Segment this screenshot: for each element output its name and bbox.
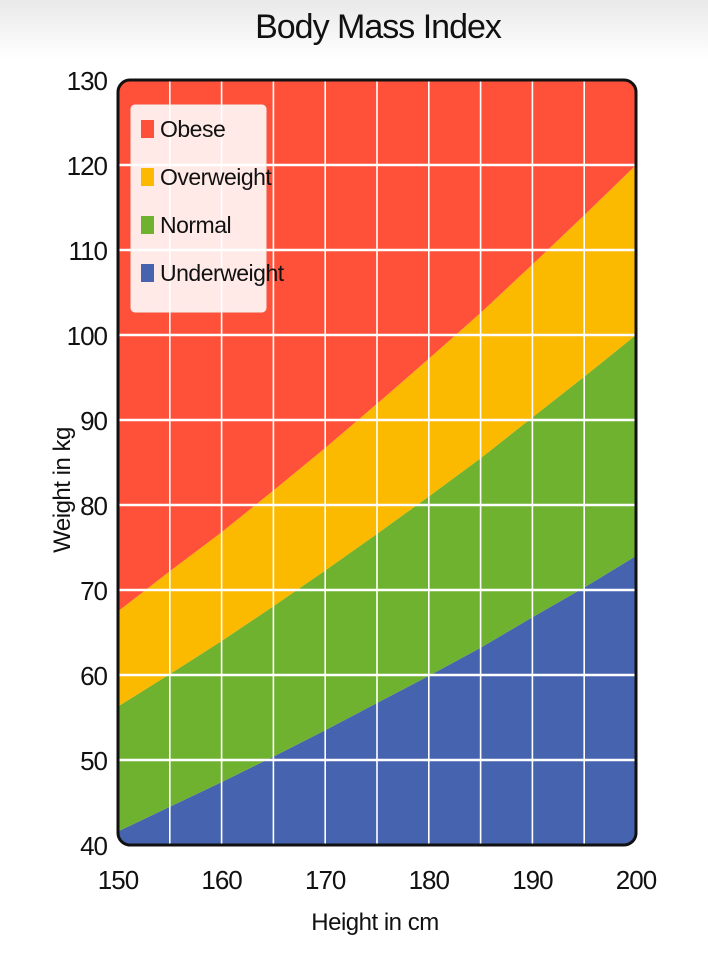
y-tick-label: 120 <box>67 151 108 181</box>
legend-label-underweight: Underweight <box>160 260 285 286</box>
y-tick-label: 100 <box>67 321 108 351</box>
legend-swatch-overweight <box>141 168 154 186</box>
plot-border <box>116 78 638 847</box>
legend-label-obese: Obese <box>160 116 225 142</box>
x-tick-label: 180 <box>409 865 450 895</box>
y-tick-label: 80 <box>80 491 107 521</box>
x-tick-label: 200 <box>616 865 657 895</box>
y-tick-label: 90 <box>80 406 107 436</box>
chart-title: Body Mass Index <box>255 8 502 46</box>
x-tick-label: 160 <box>201 865 242 895</box>
x-axis-ticks: 150 160 170 180 190 200 <box>98 865 658 895</box>
y-tick-label: 70 <box>80 576 107 606</box>
x-tick-label: 150 <box>98 865 139 895</box>
legend-swatch-obese <box>141 120 154 138</box>
legend-box <box>130 104 267 313</box>
x-tick-label: 170 <box>305 865 346 895</box>
y-tick-label: 50 <box>80 746 107 776</box>
x-tick-label: 190 <box>512 865 553 895</box>
y-tick-label: 60 <box>80 661 107 691</box>
x-axis-label: Height in cm <box>311 909 438 936</box>
legend-swatch-underweight <box>141 264 154 282</box>
y-axis-ticks: 40 50 60 70 80 90 100 110 120 130 <box>67 66 109 861</box>
legend-label-overweight: Overweight <box>160 164 272 190</box>
legend-label-normal: Normal <box>160 212 231 238</box>
y-tick-label: 40 <box>80 831 107 861</box>
y-tick-label: 110 <box>69 236 108 266</box>
y-axis-label: Weight in kg <box>49 427 76 553</box>
y-tick-label: 130 <box>67 66 108 96</box>
band-underweight <box>118 556 636 845</box>
header-background <box>0 0 708 60</box>
legend: Obese Overweight Normal Underweight <box>130 104 285 313</box>
legend-swatch-normal <box>141 216 154 234</box>
